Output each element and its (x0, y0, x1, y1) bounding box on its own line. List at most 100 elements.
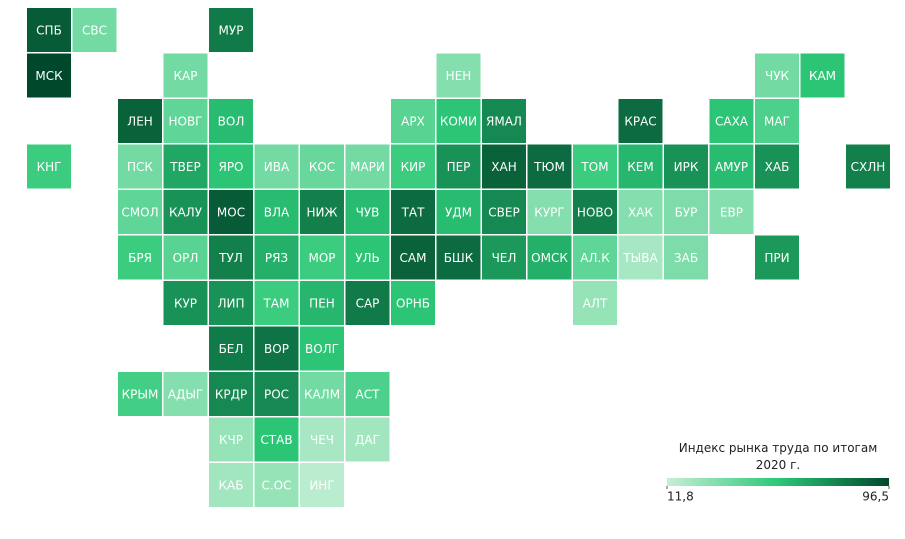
tile (209, 417, 253, 462)
tile (300, 281, 344, 325)
tile-label: С.ОС (261, 479, 291, 493)
tile (482, 190, 526, 234)
tile-label: ЛЕН (127, 115, 153, 129)
tile-label: ХАК (628, 206, 653, 220)
tile-label: СВЕР (488, 206, 519, 220)
tile-label: СМОЛ (121, 206, 158, 220)
tile-label: КРАС (624, 115, 656, 129)
tile (209, 281, 253, 325)
tile-label: РОС (264, 388, 289, 402)
tile (664, 144, 708, 189)
tile (27, 8, 71, 52)
tile (664, 190, 708, 234)
tile (209, 99, 253, 143)
tile (209, 190, 253, 234)
tile-label: КАБ (219, 479, 244, 493)
tile (436, 144, 481, 189)
tile-label: ИНГ (309, 479, 334, 493)
tile (482, 144, 526, 189)
tile (163, 190, 208, 234)
tile-label: ХАН (491, 160, 516, 174)
tile (163, 99, 208, 143)
tile-label: АДЫГ (168, 388, 204, 402)
tile-label: МОС (217, 206, 245, 220)
tile (391, 281, 435, 325)
tile (118, 235, 162, 280)
tile-label: АЛ.К (580, 251, 610, 265)
tile (482, 99, 526, 143)
tile-label: МСК (35, 69, 63, 83)
tile (118, 99, 162, 143)
tile (345, 235, 390, 280)
tile-label: САМ (400, 251, 427, 265)
tile (118, 144, 162, 189)
tile-label: КРДР (215, 388, 247, 402)
tile (755, 144, 799, 189)
tile-label: НЕН (446, 69, 472, 83)
tile-label: ДАГ (355, 433, 380, 447)
tile-label: ОРЛ (173, 251, 199, 265)
tile (436, 190, 481, 234)
tile (664, 235, 708, 280)
tile-label: АЛТ (583, 297, 608, 311)
tile-label: ТОМ (580, 160, 608, 174)
tile (254, 326, 299, 371)
tile (755, 235, 799, 280)
tile-label: ТЫВА (622, 251, 658, 265)
tile (345, 372, 390, 416)
tile (72, 8, 117, 52)
tile (27, 144, 71, 189)
tile-label: МОР (308, 251, 335, 265)
tile (527, 190, 572, 234)
tile (209, 372, 253, 416)
tile-label: РЯЗ (265, 251, 288, 265)
tile (618, 190, 663, 234)
tile (254, 417, 299, 462)
tile-label: ПЕН (309, 297, 335, 311)
tile (209, 144, 253, 189)
tile-label: КОМИ (440, 115, 477, 129)
tile-label: НОВГ (168, 115, 202, 129)
tile-label: АМУР (715, 160, 748, 174)
tile-label: БШК (444, 251, 474, 265)
tile (163, 281, 208, 325)
legend-title: Индекс рынка труда по итогам 2020 г. (678, 441, 878, 472)
tile (300, 144, 344, 189)
tile-label: МУР (219, 24, 244, 38)
tile-label: КУРГ (534, 206, 564, 220)
tile (254, 235, 299, 280)
tile-label: ВОР (264, 342, 289, 356)
tile-label: КЕМ (627, 160, 653, 174)
tile-label: СТАВ (260, 433, 292, 447)
legend-bar (667, 478, 889, 486)
tile-label: ОРНБ (396, 297, 430, 311)
tile-label: ВЛА (264, 206, 290, 220)
tile (209, 8, 253, 52)
tile (527, 144, 572, 189)
tile (163, 144, 208, 189)
tile-label: ЕВР (720, 206, 743, 220)
legend-tick-label: 96,5 (862, 490, 889, 504)
tile-label: ЛИП (217, 297, 244, 311)
tile (391, 99, 435, 143)
tile-label: КИР (401, 160, 426, 174)
tile (300, 372, 344, 416)
tile-label: ТЮМ (533, 160, 565, 174)
tile (254, 190, 299, 234)
tile (618, 99, 663, 143)
tile-label: БУР (675, 206, 698, 220)
tile (254, 144, 299, 189)
tile (573, 144, 617, 189)
tile-label: ОМСК (531, 251, 568, 265)
tile (573, 190, 617, 234)
tile (846, 144, 890, 189)
tile (163, 53, 208, 98)
tile (391, 144, 435, 189)
tile-label: НИЖ (307, 206, 338, 220)
tile-label: ЗАБ (674, 251, 698, 265)
tile (209, 463, 253, 507)
tile-label: САР (356, 297, 380, 311)
tile-label: ВОЛ (218, 115, 245, 129)
tile-label: СВС (82, 24, 107, 38)
tile (300, 190, 344, 234)
